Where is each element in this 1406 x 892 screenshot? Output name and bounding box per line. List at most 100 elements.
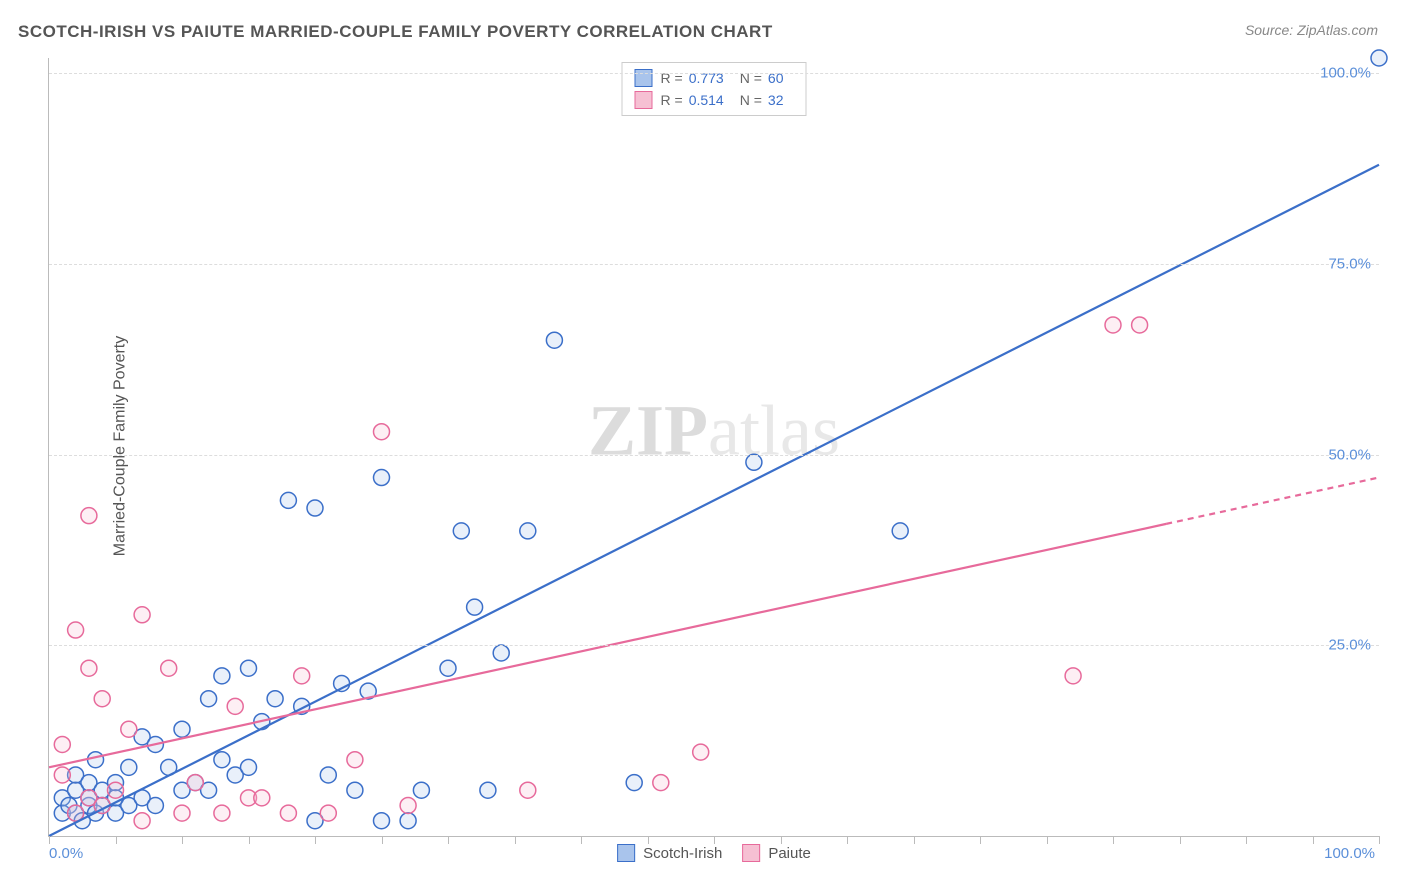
regression-line-dashed (1166, 478, 1379, 524)
gridline-h (49, 455, 1379, 456)
correlation-legend: R = 0.773 N = 60 R = 0.514 N = 32 (622, 62, 807, 116)
data-point (626, 775, 642, 791)
data-point (1105, 317, 1121, 333)
data-point (121, 721, 137, 737)
legend-row-series-1: R = 0.773 N = 60 (635, 67, 794, 89)
x-tick (448, 836, 449, 844)
data-point (493, 645, 509, 661)
legend-swatch-2 (635, 91, 653, 109)
legend-value-R-2: 0.514 (689, 92, 724, 108)
data-point (294, 668, 310, 684)
x-tick (515, 836, 516, 844)
legend-item-1: Scotch-Irish (617, 844, 722, 862)
x-tick (116, 836, 117, 844)
data-point (546, 332, 562, 348)
regression-line (49, 165, 1379, 836)
x-tick (847, 836, 848, 844)
legend-bottom-label-2: Paiute (768, 845, 811, 862)
x-tick (980, 836, 981, 844)
data-point (374, 470, 390, 486)
data-point (1132, 317, 1148, 333)
data-point (693, 744, 709, 760)
data-point (241, 660, 257, 676)
y-tick-label: 50.0% (1328, 446, 1371, 463)
legend-swatch-1 (635, 69, 653, 87)
data-point (108, 782, 124, 798)
x-tick (714, 836, 715, 844)
data-point (320, 805, 336, 821)
data-point (174, 805, 190, 821)
data-point (174, 721, 190, 737)
x-tick (49, 836, 50, 844)
data-point (88, 752, 104, 768)
legend-row-series-2: R = 0.514 N = 32 (635, 89, 794, 111)
data-point (214, 805, 230, 821)
data-point (746, 454, 762, 470)
y-tick-label: 75.0% (1328, 255, 1371, 272)
legend-label-N: N = (740, 92, 762, 108)
data-point (347, 752, 363, 768)
data-point (653, 775, 669, 791)
x-tick (1047, 836, 1048, 844)
data-point (214, 668, 230, 684)
y-tick-label: 25.0% (1328, 637, 1371, 654)
x-tick (1379, 836, 1380, 844)
data-point (267, 691, 283, 707)
chart-svg (49, 58, 1379, 836)
source-attribution: Source: ZipAtlas.com (1245, 22, 1378, 38)
legend-bottom-label-1: Scotch-Irish (643, 845, 722, 862)
data-point (1065, 668, 1081, 684)
legend-bottom-swatch-2 (742, 844, 760, 862)
data-point (440, 660, 456, 676)
chart-title: SCOTCH-IRISH VS PAIUTE MARRIED-COUPLE FA… (18, 22, 773, 42)
data-point (121, 759, 137, 775)
x-tick (249, 836, 250, 844)
x-tick (1313, 836, 1314, 844)
legend-bottom-swatch-1 (617, 844, 635, 862)
data-point (134, 607, 150, 623)
data-point (467, 599, 483, 615)
legend-item-2: Paiute (742, 844, 811, 862)
legend-label-R: R = (661, 92, 683, 108)
data-point (320, 767, 336, 783)
data-point (347, 782, 363, 798)
data-point (1371, 50, 1387, 66)
data-point (520, 782, 536, 798)
data-point (187, 775, 203, 791)
data-point (68, 622, 84, 638)
x-axis-min-label: 0.0% (49, 845, 83, 862)
data-point (280, 805, 296, 821)
scatter-plot: ZIPatlas R = 0.773 N = 60 R = 0.514 N = … (48, 58, 1379, 837)
data-point (892, 523, 908, 539)
x-axis-max-label: 100.0% (1324, 845, 1375, 862)
x-tick (581, 836, 582, 844)
data-point (520, 523, 536, 539)
data-point (280, 492, 296, 508)
x-tick (781, 836, 782, 844)
series-legend: Scotch-Irish Paiute (617, 844, 811, 862)
x-tick (1246, 836, 1247, 844)
x-tick (382, 836, 383, 844)
legend-value-N-2: 32 (768, 92, 784, 108)
data-point (214, 752, 230, 768)
x-tick (1180, 836, 1181, 844)
data-point (201, 691, 217, 707)
data-point (400, 813, 416, 829)
data-point (480, 782, 496, 798)
data-point (147, 797, 163, 813)
data-point (453, 523, 469, 539)
x-tick (914, 836, 915, 844)
gridline-h (49, 645, 1379, 646)
gridline-h (49, 73, 1379, 74)
data-point (400, 797, 416, 813)
data-point (161, 660, 177, 676)
data-point (81, 508, 97, 524)
x-tick (648, 836, 649, 844)
data-point (241, 759, 257, 775)
data-point (374, 424, 390, 440)
x-tick (1113, 836, 1114, 844)
data-point (227, 698, 243, 714)
data-point (307, 500, 323, 516)
data-point (54, 736, 70, 752)
data-point (54, 767, 70, 783)
